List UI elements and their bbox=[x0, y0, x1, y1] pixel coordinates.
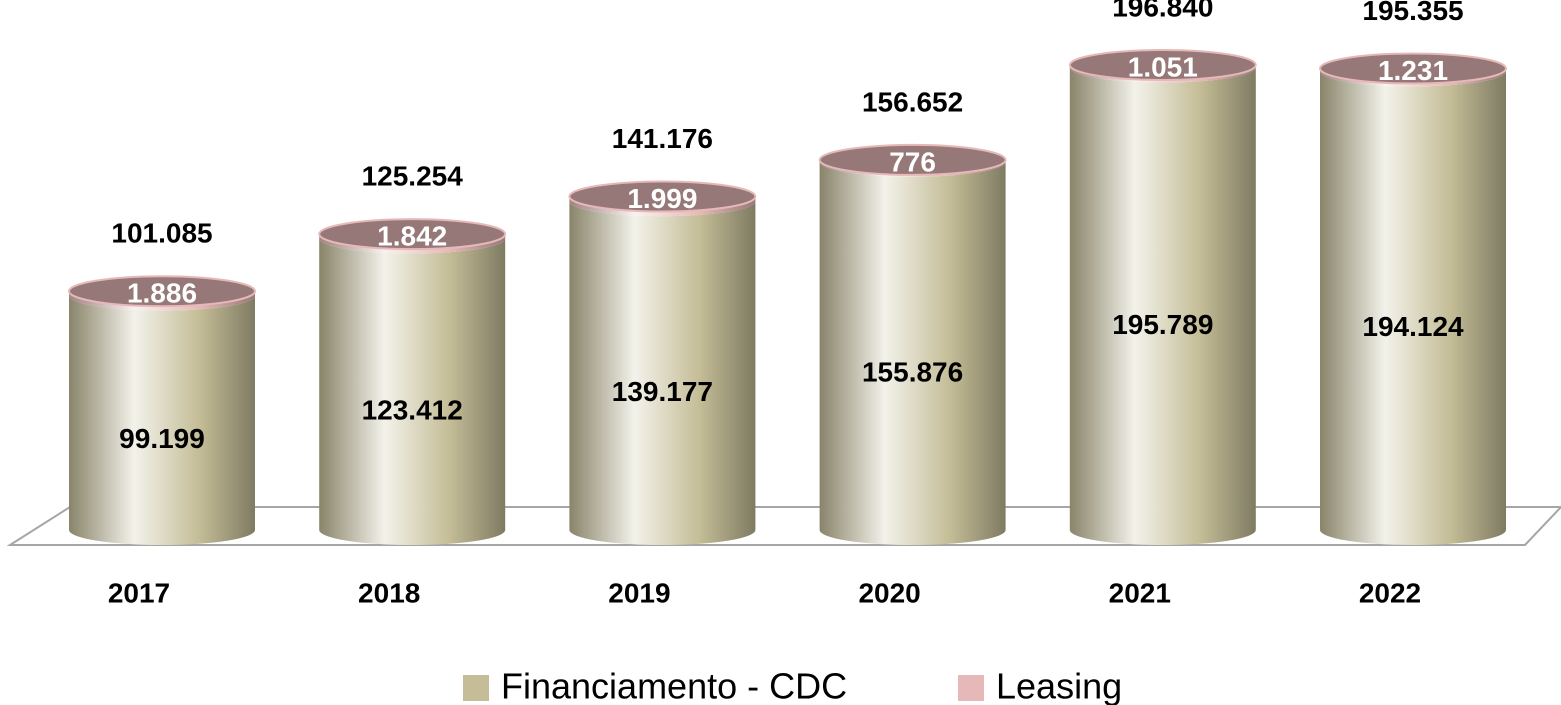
value-label: 195.789 bbox=[1112, 309, 1213, 340]
cylinder-segment bbox=[569, 201, 756, 545]
x-tick-label: 2022 bbox=[1359, 577, 1421, 608]
legend-swatch bbox=[463, 675, 489, 701]
total-label: 141.176 bbox=[612, 123, 713, 154]
cylinder-top bbox=[818, 143, 1007, 176]
value-label: 155.876 bbox=[862, 356, 963, 387]
cylinder-segment bbox=[569, 196, 756, 217]
cylinder-segment bbox=[1320, 71, 1506, 545]
total-label: 156.652 bbox=[862, 86, 963, 117]
cylinder-top bbox=[318, 218, 507, 251]
cylinder-top bbox=[1068, 49, 1257, 81]
cylinder-top bbox=[68, 275, 256, 308]
legend-swatch bbox=[958, 675, 984, 701]
cylinder-segment bbox=[319, 238, 506, 546]
legend-label: Leasing bbox=[996, 666, 1122, 705]
value-label: 1.886 bbox=[127, 278, 197, 309]
cylinder-segment bbox=[69, 291, 255, 311]
cylinder-segment bbox=[819, 161, 1006, 546]
x-tick-label: 2021 bbox=[1109, 577, 1171, 608]
total-label: 196.840 bbox=[1112, 0, 1213, 22]
cylinder-top bbox=[568, 180, 757, 213]
cylinder-segment bbox=[69, 295, 255, 545]
value-label: 1.051 bbox=[1128, 51, 1198, 82]
x-tick-label: 2017 bbox=[108, 577, 170, 608]
total-label: 125.254 bbox=[362, 161, 464, 192]
value-label: 194.124 bbox=[1362, 311, 1464, 342]
value-label: 1.231 bbox=[1378, 55, 1448, 86]
value-label: 776 bbox=[889, 146, 936, 177]
total-label: 101.085 bbox=[111, 218, 212, 249]
legend-label: Financiamento - CDC bbox=[501, 666, 847, 705]
value-label: 1.842 bbox=[377, 221, 447, 252]
cylinder-segment bbox=[1069, 67, 1256, 546]
x-tick-label: 2018 bbox=[358, 577, 420, 608]
value-label: 123.412 bbox=[362, 395, 463, 426]
value-label: 1.999 bbox=[627, 183, 697, 214]
x-tick-label: 2020 bbox=[858, 577, 920, 608]
total-label: 195.355 bbox=[1362, 0, 1463, 26]
cylinder-segment bbox=[319, 234, 506, 254]
cylinder-top bbox=[1319, 52, 1507, 85]
x-tick-label: 2019 bbox=[608, 577, 670, 608]
value-label: 139.177 bbox=[612, 376, 713, 407]
value-label: 99.199 bbox=[119, 423, 205, 454]
